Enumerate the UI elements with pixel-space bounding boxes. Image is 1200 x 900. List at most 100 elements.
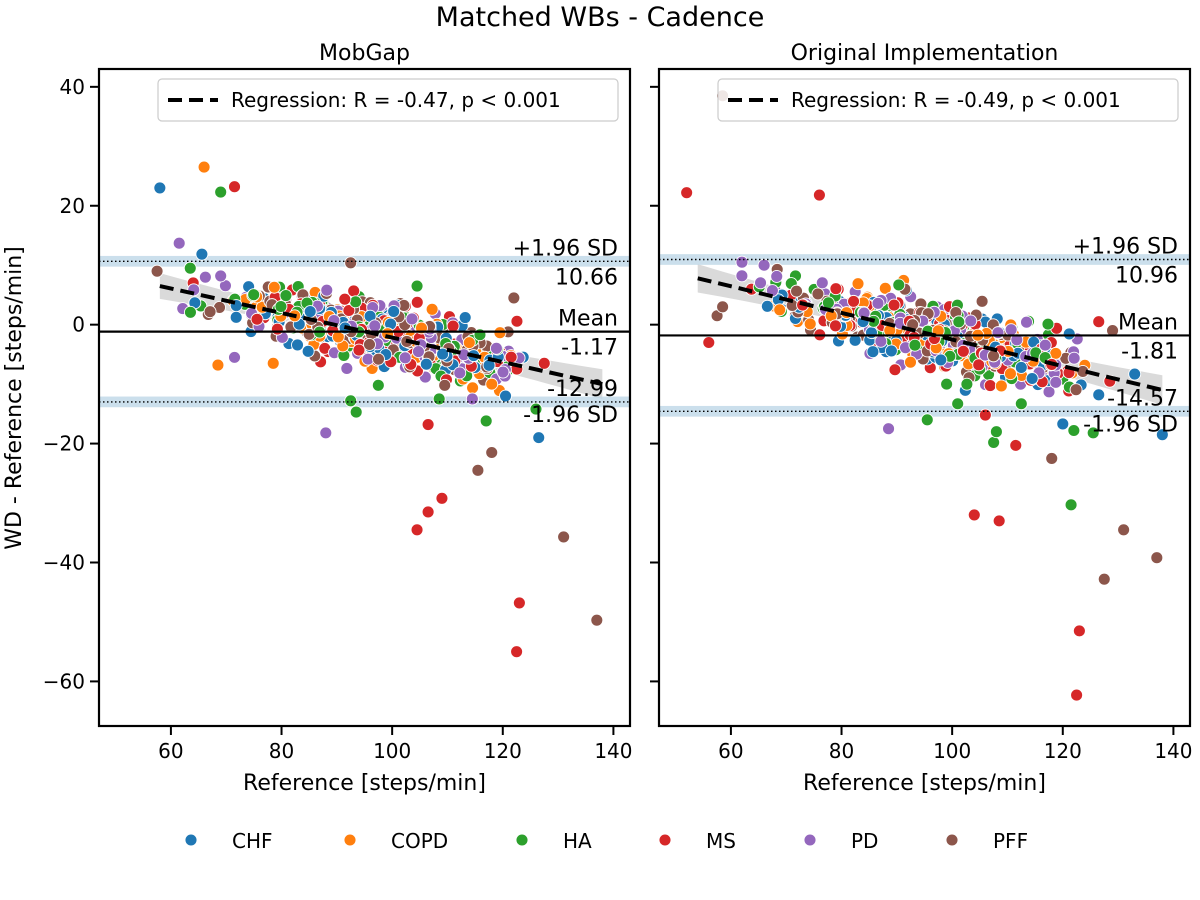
original-x-tick-label: 60 [718,739,743,763]
original-regression-line [697,276,1163,393]
data-point-pd [405,312,419,326]
legend-label-copd: COPD [391,829,448,853]
data-point-chf [1062,327,1076,341]
data-point-pff [716,300,730,314]
data-point-ms [680,186,694,200]
data-point-ha [349,295,363,309]
legend-marker-copd [343,833,357,847]
data-point-pd [882,422,895,436]
data-point-ms [829,282,843,296]
data-point-ms [887,298,901,312]
mobgap-x-tick-label: 140 [594,739,632,763]
data-point-ha [920,413,934,427]
data-point-ms [537,356,551,370]
data-point-ha [1041,317,1055,331]
data-point-pff [590,613,604,627]
data-point-pd [320,283,334,297]
data-point-pd [1020,315,1033,329]
legend-marker-pd [803,833,817,847]
legend-label-pd: PD [851,829,878,853]
data-point-ms [812,188,826,202]
data-point-ha [183,261,197,275]
data-point-pd [1010,333,1024,347]
data-point-chf [419,357,433,371]
data-point-copd [267,280,281,294]
original-legend-label: Regression: R = -0.49, p < 0.001 [791,88,1121,112]
data-point-copd [466,381,480,395]
data-point-pd [453,366,467,380]
data-point-ha [479,414,493,428]
data-point-pff [987,349,1000,363]
original-lower-sd-label: -1.96 SD [1083,412,1178,437]
data-point-pd [368,319,382,333]
data-point-ms [967,508,981,522]
data-point-chf [884,344,898,358]
original-panel: Original Implementation Reference [steps… [650,41,1193,796]
data-point-pd [815,276,829,290]
data-point-ms [410,523,424,537]
data-point-pff [557,530,571,544]
original-regression-legend: Regression: R = -0.49, p < 0.001 [717,78,1179,122]
mobgap-x-tick-label: 80 [269,739,294,763]
data-point-chf [934,353,948,367]
data-point-chf [458,311,472,325]
data-point-ms [504,350,518,364]
data-point-pff [344,256,358,270]
original-upper-sd-value: 10.96 [1115,264,1178,289]
mobgap-mean-value: -1.17 [561,336,618,361]
mobgap-y-tick-label: 40 [60,75,85,99]
data-point-ms [435,491,449,505]
original-x-tick-label: 120 [1044,739,1082,763]
data-point-ha [214,185,228,199]
data-point-ha [892,278,906,292]
data-point-pff [1097,572,1111,586]
data-point-copd [266,356,280,370]
data-point-pd [228,350,241,364]
data-point-chf [1128,367,1142,381]
data-point-pd [1038,338,1052,352]
data-point-pd [871,296,885,310]
data-point-pff [975,294,989,308]
data-point-copd [1003,367,1017,381]
data-point-ms [992,514,1006,528]
data-point-copd [425,302,439,316]
data-point-ha [951,397,965,411]
data-point-pd [340,361,354,375]
data-point-ha [1014,397,1028,411]
data-point-ms [410,295,424,309]
data-point-ha [529,402,543,416]
mobgap-scatter-cloud [176,247,530,397]
mobgap-x-tick-label: 60 [158,739,183,763]
group-legend: CHF COPD HA MS PD PFF [184,829,1028,853]
data-point-ms [1072,624,1086,638]
legend-label-ha: HA [563,829,592,853]
data-point-ms [250,312,264,326]
data-point-ms [1070,688,1084,702]
data-point-chf [195,247,209,261]
mobgap-x-tick-label: 120 [484,739,522,763]
data-point-chf [760,299,774,313]
data-point-pff [1069,383,1083,397]
data-point-chf [1092,388,1106,402]
data-point-pff [1117,523,1131,537]
data-point-chf [291,338,304,352]
data-point-chf [1025,372,1039,385]
mobgap-title: MobGap [319,41,410,66]
data-point-pd [991,326,1005,340]
data-point-pd [319,426,333,440]
data-point-ha [1064,498,1078,512]
data-point-ms [847,294,861,308]
mobgap-legend-label: Regression: R = -0.47, p < 0.001 [231,88,561,112]
legend-marker-ha [515,833,529,847]
data-point-copd [773,303,787,317]
data-point-ms [338,292,352,306]
data-point-pff [203,305,217,319]
data-point-copd [994,379,1008,393]
data-point-pd [172,236,186,250]
data-point-pd [465,392,479,406]
data-point-chf [532,431,546,445]
data-point-pd [757,258,771,272]
data-point-pd [874,334,888,348]
data-point-pd [198,270,212,284]
